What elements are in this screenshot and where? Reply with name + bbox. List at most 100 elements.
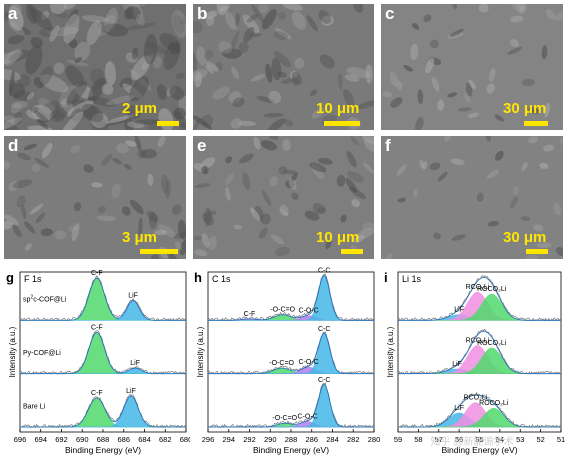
sem-grain	[242, 172, 251, 191]
chart-title: F 1s	[24, 274, 42, 284]
sem-grain	[204, 207, 212, 227]
sem-grain	[536, 242, 552, 249]
peak-label: ROCO₂Li	[477, 286, 507, 293]
peak-label: ROCO₂Li	[479, 400, 509, 407]
sem-grain	[86, 20, 102, 45]
xps-chart-li1s: i Li 1s 59 58 57 56 55 54 53 52 51 Binding Energy (…	[384, 270, 565, 455]
sem-grain	[310, 89, 317, 97]
peak-label: C-O-C	[297, 413, 317, 420]
spectrum-label: sp2c-COF@Li	[23, 295, 67, 304]
sem-grain	[444, 136, 452, 142]
sem-grain	[347, 171, 364, 183]
scale-bar	[324, 121, 360, 126]
sem-grain	[528, 107, 541, 114]
sem-grain	[232, 97, 245, 108]
sem-grain	[147, 173, 154, 186]
sem-grain	[92, 78, 109, 92]
sem-grain	[344, 74, 360, 82]
sem-grain	[4, 214, 19, 226]
sem-grain	[116, 143, 129, 154]
sem-grain	[351, 198, 361, 208]
sem-grain	[123, 163, 132, 170]
sem-grain	[253, 136, 261, 150]
sem-grain	[478, 4, 489, 13]
sem-grain	[311, 107, 325, 119]
sem-grain	[4, 48, 22, 67]
sem-grain	[204, 10, 218, 20]
sem-grain	[49, 110, 65, 123]
sem-grain	[25, 4, 38, 24]
fit-envelope	[398, 276, 561, 321]
scale-bar-label: 10 μm	[316, 229, 360, 246]
sem-grain	[260, 213, 271, 225]
sem-grain	[274, 51, 292, 68]
spectrum-2: C-F LiF Py-COF@Li	[19, 324, 187, 375]
sem-grain	[346, 67, 371, 79]
x-tick-label: 288	[285, 435, 298, 444]
sem-grain	[179, 17, 186, 25]
peak-c-c	[207, 333, 375, 374]
fit-envelope	[208, 274, 374, 321]
sem-texture	[381, 136, 563, 259]
sem-grain	[250, 207, 261, 222]
sem-grain	[91, 113, 108, 128]
sem-grain	[16, 195, 26, 208]
sem-grain	[105, 114, 136, 124]
sem-grain	[553, 202, 562, 216]
sem-grain	[285, 179, 295, 189]
sem-grain	[172, 14, 184, 34]
spectrum-label: Bare Li	[23, 403, 46, 410]
sem-grain	[282, 4, 303, 11]
sem-grain	[507, 47, 523, 55]
peak-label: LiF	[130, 360, 140, 367]
sem-grain	[510, 196, 518, 209]
sem-grain	[91, 182, 103, 188]
sem-grain	[68, 225, 78, 232]
sem-grain	[350, 136, 359, 146]
sem-grain	[318, 157, 333, 165]
peak-label: C-F	[91, 324, 103, 331]
sem-grain	[8, 49, 30, 62]
sem-grain	[126, 22, 156, 31]
sem-grain	[140, 148, 158, 159]
sem-panel-b: b 10 μm	[193, 4, 374, 130]
sem-grain	[58, 85, 76, 108]
x-tick-label: 280	[368, 435, 380, 444]
sem-grain	[353, 234, 365, 243]
sem-grain	[312, 203, 326, 215]
sem-grain	[356, 100, 374, 110]
sem-grain	[204, 50, 214, 60]
spectrum-1: C-F LiF sp2c-COF@Li	[19, 270, 187, 322]
sem-grain	[111, 183, 121, 199]
sem-grain	[429, 39, 439, 49]
sem-grain	[54, 230, 67, 240]
sem-grain	[121, 206, 131, 216]
sem-grain	[554, 10, 563, 22]
peak-label: C-F	[91, 390, 103, 397]
sem-grain	[422, 161, 428, 170]
sem-grain	[125, 6, 141, 20]
sem-grain	[556, 246, 563, 256]
y-axis-label: Intensity (a.u.)	[386, 326, 395, 377]
scale-bar	[526, 249, 548, 254]
sem-background	[381, 136, 563, 259]
sem-grain	[239, 153, 254, 164]
sem-grain	[38, 97, 56, 116]
sem-grain	[131, 47, 138, 60]
sem-grain	[73, 202, 82, 212]
x-axis-label: Binding Energy (eV)	[65, 445, 141, 455]
sem-grain	[363, 162, 374, 174]
sem-grain	[4, 221, 13, 230]
peak-label: LiF	[454, 307, 464, 314]
sem-grain	[169, 85, 185, 100]
sem-grain	[533, 224, 544, 232]
sem-grain	[485, 136, 491, 142]
sem-grain	[281, 78, 296, 84]
sem-grain	[282, 139, 291, 152]
xps-panel-g: g F 1s 696 694 692 690 688 686 684 682 680 Binding …	[0, 262, 192, 457]
sem-grain	[520, 216, 531, 221]
sem-grain	[291, 192, 299, 201]
peak-label: C-C	[318, 377, 330, 384]
sem-grain	[318, 10, 332, 24]
